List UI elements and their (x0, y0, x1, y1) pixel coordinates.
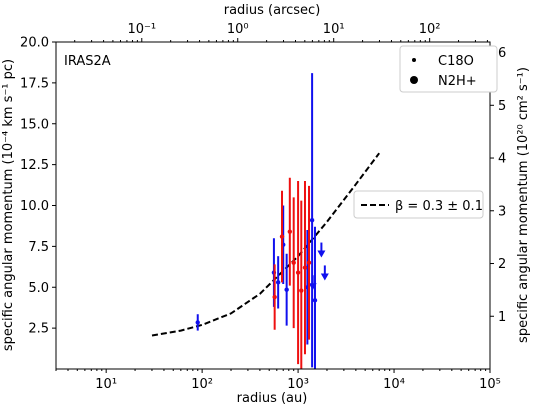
fit-legend-box (353, 190, 484, 219)
left-axis-title: specific angular momentum (10⁻⁴ km s⁻¹ p… (1, 59, 16, 351)
x-tick-label: 10² (191, 377, 213, 392)
data-point-s1-6 (302, 265, 308, 270)
x-tick-label: 10⁴ (383, 377, 405, 392)
data-point-s1-5 (299, 288, 304, 293)
x-tick-label: 10³ (287, 377, 309, 392)
top-tick-label: 10⁻¹ (127, 22, 156, 37)
y-tick-label: 15.0 (20, 117, 49, 132)
axes-layer: 10¹ 10² 10³ 10⁴ 10⁵ 10⁻¹ 10⁰ 10¹ 10² 2.5 5.0 7.5 10.… (20, 22, 506, 392)
data-point-s1-7 (306, 260, 312, 265)
legend-marker-c18o (412, 58, 416, 62)
fit-curve (151, 152, 380, 337)
marker-legend: C18O N2H+ (399, 45, 498, 93)
y-tick-label: 17.5 (20, 76, 49, 91)
top-axis-title: radius (arcsec) (224, 3, 321, 18)
data-point-s0-6 (309, 218, 315, 223)
y-tick-label: 12.5 (20, 158, 49, 173)
x-tick-label: 10¹ (95, 377, 117, 392)
right-tick-label: 5 (498, 99, 506, 114)
marker-legend-box (399, 45, 498, 93)
right-tick-label: 3 (498, 204, 506, 219)
fit-legend: β = 0.3 ± 0.1 (353, 190, 484, 219)
data-point-s1-4 (295, 270, 301, 275)
data-point-s1-0 (272, 294, 277, 300)
right-tick-label: 2 (498, 257, 506, 272)
upper-limit-arrow-s0-1 (317, 250, 326, 258)
y-tick-label: 10.0 (20, 199, 49, 214)
fit-legend-label: β = 0.3 ± 0.1 (395, 199, 483, 214)
upper-limit-arrow-s0-2 (320, 273, 329, 281)
legend-label-n2h: N2H+ (438, 74, 477, 89)
plot-layer (151, 73, 380, 369)
data-point-s1-1 (279, 234, 285, 239)
right-axis-title: specific angular momentum (10²⁰ cm² s⁻¹) (516, 67, 531, 343)
data-point-s1-2 (287, 229, 293, 234)
data-point-s0-0 (195, 320, 200, 325)
data-point-s1-3 (291, 260, 296, 265)
y-tick-label: 20.0 (20, 36, 49, 51)
top-tick-label: 10⁰ (227, 22, 249, 37)
x-tick-label: 10⁵ (479, 377, 501, 392)
y-tick-label: 5.0 (28, 281, 49, 296)
legend-marker-n2h (410, 76, 418, 84)
y-tick-label: 7.5 (28, 240, 49, 255)
legend-label-c18o: C18O (438, 54, 474, 69)
right-tick-label: 4 (498, 152, 506, 167)
y-tick-label: 2.5 (28, 322, 49, 337)
upper-limit-arrow-s0-0 (308, 283, 317, 291)
panel-label: IRAS2A (64, 54, 111, 69)
right-tick-label: 1 (498, 310, 506, 325)
data-point-s0-2 (275, 280, 281, 285)
data-point-s0-4 (284, 287, 289, 292)
top-tick-label: 10² (419, 22, 441, 37)
top-tick-label: 10¹ (323, 22, 345, 37)
x-axis-title: radius (au) (237, 391, 308, 406)
right-tick-label: 6 (498, 46, 506, 61)
data-point-s0-7 (312, 298, 318, 303)
